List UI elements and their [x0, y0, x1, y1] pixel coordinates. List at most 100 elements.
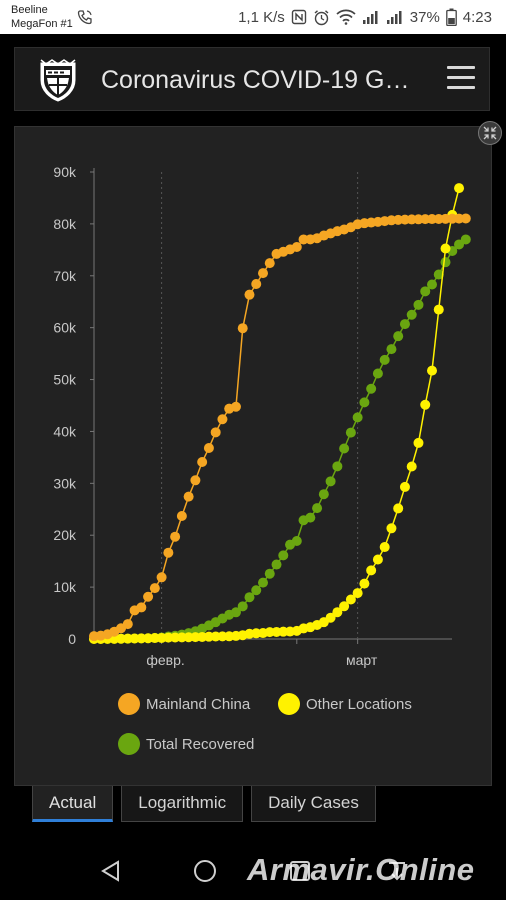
- x-tick-label: февр.: [146, 652, 184, 668]
- data-point: [406, 461, 417, 472]
- legend-label: Mainland China: [146, 695, 251, 713]
- data-point: [366, 565, 377, 576]
- collapse-arrows-icon: [483, 126, 497, 140]
- y-tick-label: 80k: [53, 216, 77, 232]
- data-point: [372, 554, 383, 565]
- nfc-icon: [291, 9, 306, 25]
- y-tick-label: 60k: [53, 320, 77, 336]
- app-header: Coronavirus COVID-19 Global Cases: [14, 47, 490, 111]
- data-point: [345, 427, 356, 438]
- menu-button[interactable]: [447, 66, 475, 92]
- back-triangle-icon[interactable]: [100, 860, 122, 882]
- data-point: [345, 594, 356, 605]
- data-point: [305, 512, 316, 523]
- data-point: [291, 535, 302, 546]
- data-point: [379, 542, 390, 553]
- notification-pull-icon[interactable]: [387, 860, 407, 882]
- data-point: [359, 578, 370, 589]
- tab-daily-cases[interactable]: Daily Cases: [251, 786, 376, 822]
- data-point: [264, 258, 275, 269]
- cases-chart: 0 10k 20k 30k 40k 50k 60k 70k 80k 90k февр. март: [53, 164, 471, 668]
- legend-label: Other Locations: [306, 695, 412, 713]
- y-tick-label: 30k: [53, 475, 77, 491]
- data-point: [149, 583, 160, 594]
- recent-apps-icon[interactable]: [289, 860, 311, 882]
- hamburger-menu-icon: [447, 76, 475, 79]
- data-point: [413, 299, 424, 310]
- data-point: [413, 437, 424, 448]
- y-tick-label: 0: [68, 631, 76, 647]
- legend-swatch: [278, 693, 300, 715]
- chart-tabs: Actual Logarithmic Daily Cases: [32, 786, 376, 824]
- wifi-call-icon: [77, 10, 92, 25]
- tab-actual[interactable]: Actual: [32, 786, 114, 822]
- data-point: [460, 213, 471, 224]
- data-point: [440, 257, 451, 268]
- data-point: [278, 550, 289, 561]
- hamburger-menu-icon: [447, 66, 475, 69]
- data-point: [433, 269, 444, 280]
- data-point: [339, 443, 350, 454]
- legend-label: Total Recovered: [146, 735, 255, 753]
- data-point: [190, 475, 201, 486]
- data-point: [122, 619, 133, 630]
- data-point: [251, 585, 262, 596]
- data-point: [406, 309, 417, 320]
- data-point: [271, 559, 282, 570]
- y-tick-label: 70k: [53, 268, 77, 284]
- carrier-secondary: MegaFon #1: [11, 18, 73, 30]
- data-point: [230, 401, 241, 412]
- data-point: [312, 503, 323, 514]
- data-point: [170, 531, 181, 542]
- data-point: [420, 286, 431, 297]
- data-point: [136, 602, 147, 613]
- data-point: [427, 279, 437, 290]
- data-point: [197, 457, 208, 468]
- data-point: [393, 503, 404, 514]
- data-point: [156, 572, 167, 583]
- carrier-primary: Beeline: [11, 4, 48, 16]
- data-point: [420, 399, 431, 410]
- data-point: [460, 234, 471, 245]
- data-point: [325, 476, 336, 487]
- data-point: [237, 323, 248, 334]
- legend-item-other-locations[interactable]: Other Locations: [278, 693, 412, 715]
- y-tick-label: 10k: [53, 579, 77, 595]
- data-point: [433, 304, 444, 315]
- tab-logarithmic[interactable]: Logarithmic: [121, 786, 244, 822]
- data-point: [291, 241, 302, 252]
- y-tick-label: 40k: [53, 423, 77, 439]
- data-point: [318, 489, 329, 500]
- legend-swatch: [118, 733, 140, 755]
- data-point: [258, 577, 268, 588]
- data-point: [230, 607, 241, 618]
- data-point: [217, 414, 228, 425]
- legend-swatch: [118, 693, 140, 715]
- hamburger-menu-icon: [447, 86, 475, 89]
- data-point: [332, 607, 343, 618]
- university-shield-icon[interactable]: [37, 58, 79, 102]
- data-point: [393, 331, 404, 342]
- status-icons: 1,1 K/s 37%: [238, 8, 492, 26]
- data-point: [339, 601, 350, 612]
- legend-item-mainland-china[interactable]: Mainland China: [118, 693, 250, 715]
- wifi-icon: [336, 9, 356, 25]
- legend-item-total-recovered[interactable]: Total Recovered: [118, 733, 254, 755]
- data-point: [325, 612, 336, 623]
- data-point: [440, 243, 451, 254]
- data-point: [210, 427, 221, 438]
- signal-strength-icon: [362, 10, 378, 24]
- data-point: [359, 397, 370, 408]
- data-point: [264, 568, 275, 579]
- y-tick-label: 50k: [53, 372, 77, 388]
- carrier-info: Beeline MegaFon #1: [11, 3, 73, 31]
- data-point: [244, 289, 255, 300]
- battery-icon: [445, 8, 457, 26]
- home-circle-icon[interactable]: [193, 859, 217, 883]
- series-line: [93, 238, 467, 640]
- collapse-button[interactable]: [478, 121, 502, 145]
- series-line: [93, 217, 466, 637]
- data-point: [379, 354, 390, 365]
- y-tick-label: 90k: [53, 164, 77, 180]
- data-point: [366, 383, 377, 394]
